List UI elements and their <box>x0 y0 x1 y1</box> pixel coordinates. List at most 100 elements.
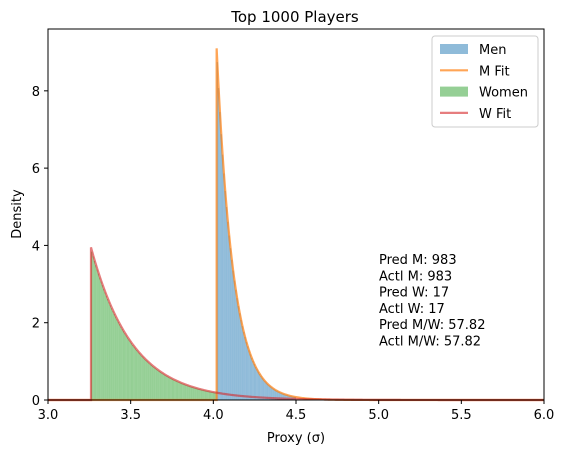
bar <box>212 392 214 400</box>
bar <box>219 112 221 400</box>
bar <box>281 393 283 400</box>
bar <box>285 394 287 400</box>
histogram-men <box>216 62 296 401</box>
bar <box>146 361 148 400</box>
bar <box>180 383 183 400</box>
bar <box>191 386 193 400</box>
y-tick-label: 8 <box>32 85 40 100</box>
bar <box>165 375 167 400</box>
bar <box>224 190 226 400</box>
bar <box>158 370 160 400</box>
bar <box>258 373 261 400</box>
bar <box>176 381 179 400</box>
bar <box>128 339 130 400</box>
bar <box>97 273 99 400</box>
bar <box>211 391 213 400</box>
bar <box>169 377 171 400</box>
bar <box>236 298 238 400</box>
bar <box>264 381 266 400</box>
bar <box>276 390 278 400</box>
bar <box>92 256 94 400</box>
bar <box>162 373 164 400</box>
y-tick-label: 0 <box>32 394 40 409</box>
bar <box>253 364 255 400</box>
bar <box>203 390 205 400</box>
x-tick-label: 6.0 <box>534 408 555 423</box>
bar <box>200 389 203 400</box>
bar <box>155 369 158 400</box>
bar <box>149 363 151 400</box>
bar <box>116 319 118 400</box>
bar <box>188 386 191 400</box>
x-tick-label: 3.0 <box>38 408 59 423</box>
bar <box>104 292 106 400</box>
bar <box>192 387 195 400</box>
annotation-line: Pred W: 17 <box>379 286 449 301</box>
bar <box>125 335 127 400</box>
bar <box>272 388 274 400</box>
y-tick-label: 2 <box>32 317 40 332</box>
bar <box>131 344 134 400</box>
legend-swatch-men <box>440 44 468 54</box>
bar <box>145 360 147 400</box>
bar <box>114 316 117 400</box>
y-tick-label: 6 <box>32 162 40 177</box>
bar <box>262 379 265 400</box>
bar <box>227 221 229 400</box>
bar <box>252 361 254 400</box>
bar <box>138 353 140 400</box>
bar <box>134 348 136 400</box>
bar <box>280 392 282 400</box>
bar <box>130 343 132 400</box>
legend-swatch-women <box>440 86 468 97</box>
bar <box>157 370 159 400</box>
bar <box>277 391 279 400</box>
x-axis-label: Proxy (σ) <box>267 431 325 446</box>
bar <box>142 357 144 400</box>
bar <box>208 391 211 400</box>
bar <box>199 389 201 400</box>
histogram-women <box>90 251 217 400</box>
bar <box>113 313 115 400</box>
bar <box>106 298 109 400</box>
bar <box>232 270 234 400</box>
legend-label: M Fit <box>479 64 510 79</box>
bar <box>100 281 102 400</box>
bar <box>269 386 271 400</box>
bar <box>94 265 97 400</box>
bar <box>206 390 208 400</box>
bar <box>273 389 275 400</box>
bar <box>135 350 138 400</box>
bar <box>213 392 216 400</box>
bar <box>93 260 95 400</box>
bar <box>202 389 204 400</box>
bar <box>143 358 146 400</box>
x-tick-label: 4.0 <box>203 408 224 423</box>
bar <box>184 384 187 400</box>
bar <box>141 356 143 400</box>
bar <box>247 346 249 400</box>
annotation-line: Actl M: 983 <box>379 269 452 284</box>
chart-title: Top 1000 Players <box>230 8 359 26</box>
bar <box>98 277 101 400</box>
legend-label: Men <box>479 43 506 58</box>
plot-area <box>48 48 544 402</box>
bar <box>151 365 154 400</box>
bar <box>268 385 270 400</box>
bar <box>249 354 252 400</box>
bar <box>278 392 281 400</box>
legend-box <box>431 35 539 128</box>
bar <box>221 154 224 400</box>
bar <box>241 326 244 400</box>
bar <box>105 295 107 400</box>
bar <box>266 383 269 400</box>
bar <box>101 285 103 400</box>
bar <box>225 206 228 400</box>
annotation-line: Pred M/W: 57.82 <box>379 318 485 333</box>
bar <box>163 374 166 400</box>
bar <box>248 350 250 400</box>
bar <box>137 351 139 400</box>
bar <box>183 384 185 400</box>
bar <box>217 88 220 401</box>
bar <box>265 382 267 400</box>
